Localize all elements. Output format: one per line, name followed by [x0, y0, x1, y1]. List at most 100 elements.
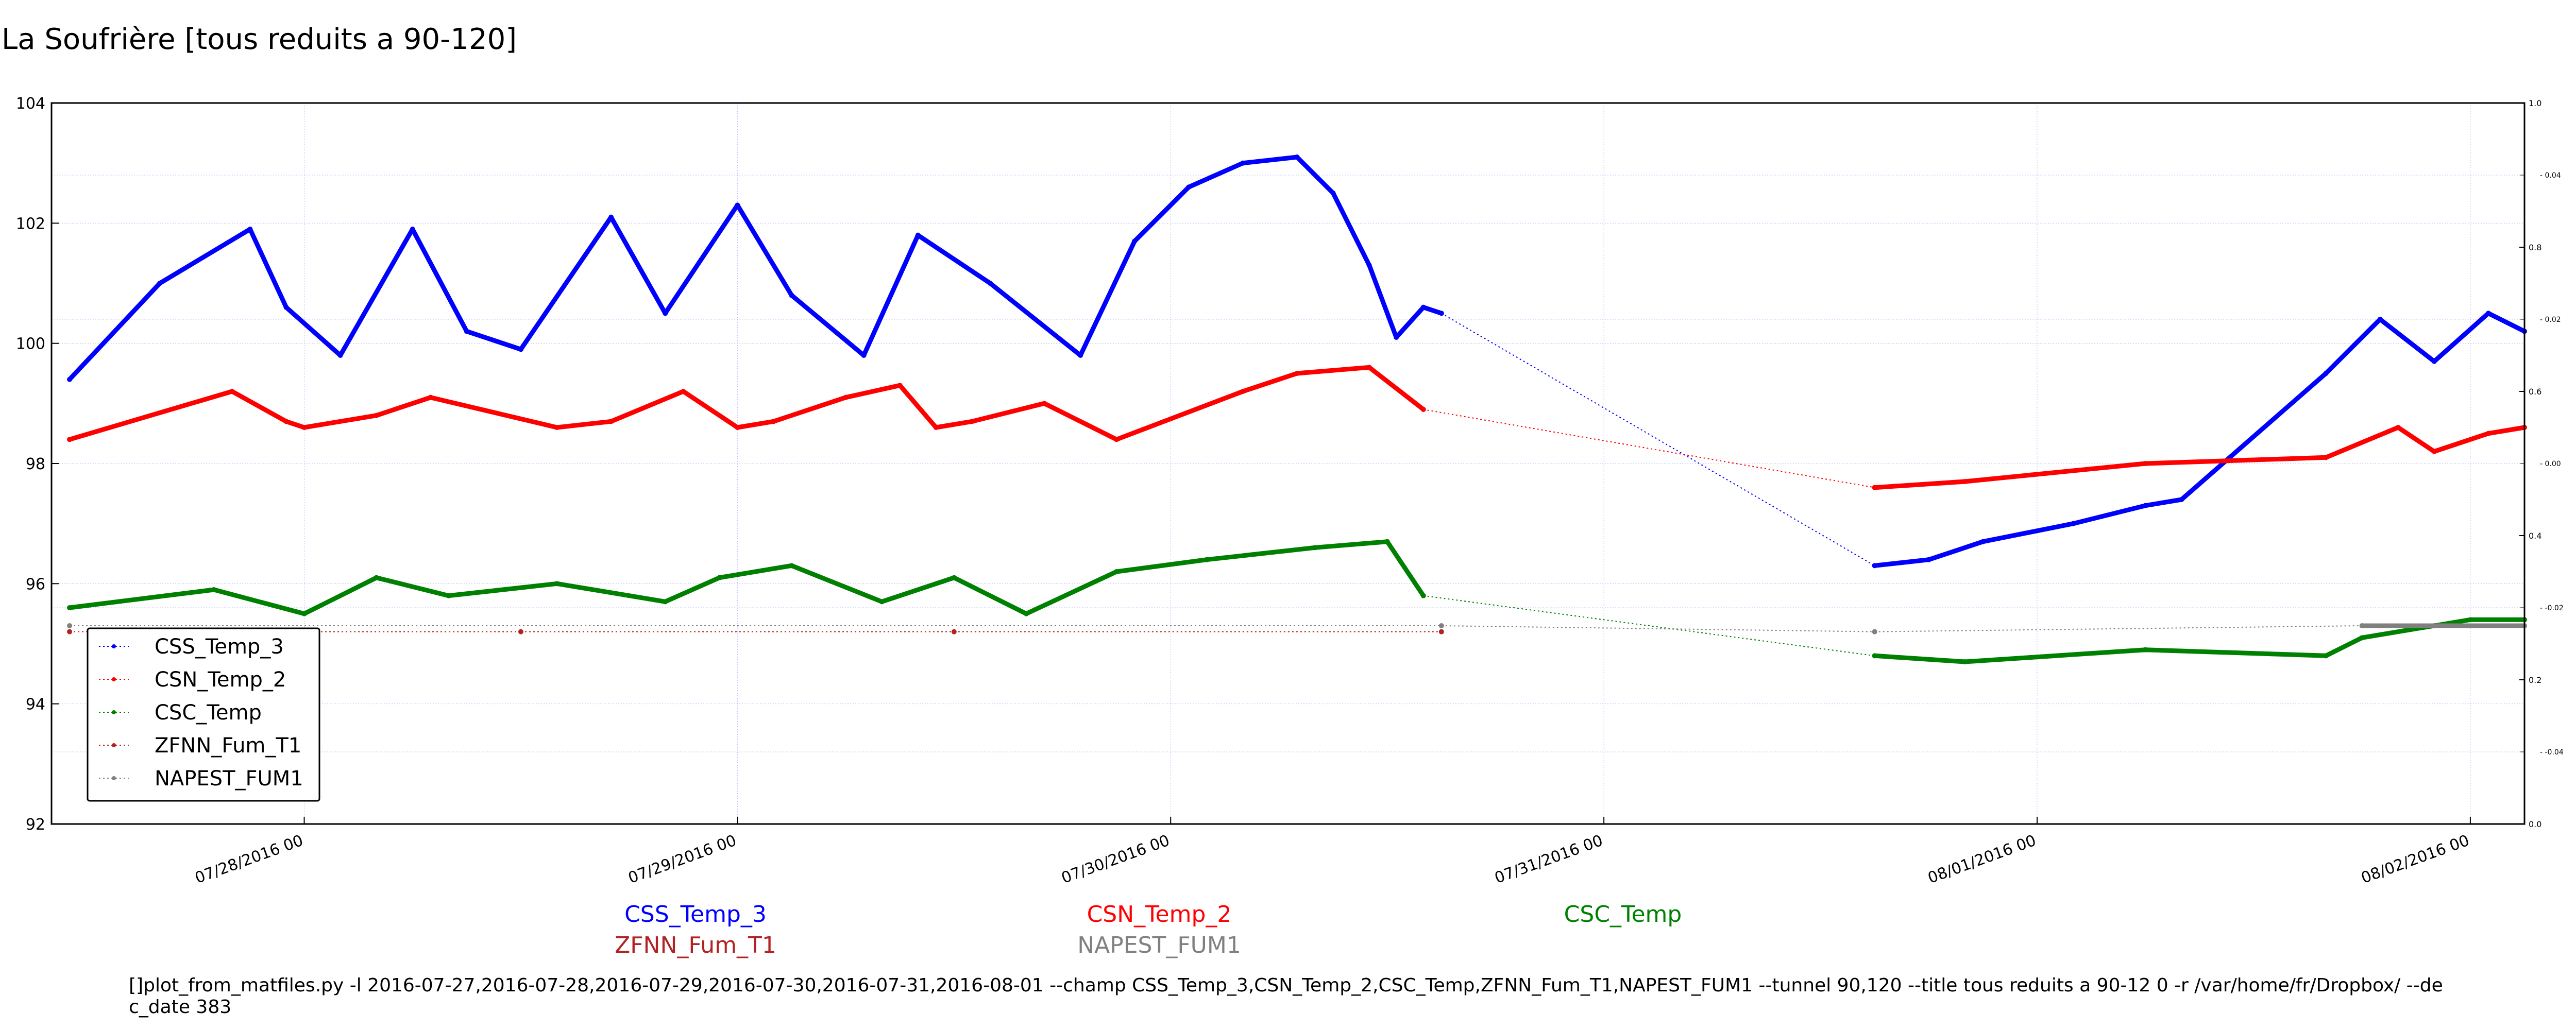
x-tick-label: 07/29/2016 00: [626, 832, 739, 887]
data-point-CSN_Temp_2: [1294, 371, 1300, 376]
right-tick-label: 0.2: [2529, 675, 2541, 685]
data-point-CSN_Temp_2: [897, 383, 903, 388]
data-point-CSC_Temp: [951, 575, 957, 580]
series-line-CSS_Temp_3: [67, 154, 1443, 381]
data-point-NAPEST_FUM1: [1438, 623, 1444, 628]
series-label: CSS_Temp_3: [624, 901, 767, 928]
data-point-CSC_Temp: [446, 593, 451, 598]
data-point-CSS_Temp_3: [2431, 358, 2437, 364]
data-point-NAPEST_FUM1: [67, 623, 73, 628]
series-gap-NAPEST_FUM1: [1441, 625, 1875, 632]
data-point-CSS_Temp_3: [247, 227, 253, 232]
data-point-CSN_Temp_2: [2323, 455, 2329, 460]
data-point-CSN_Temp_2: [735, 425, 740, 430]
right-minor-tick-label: - 0.04: [2540, 171, 2561, 180]
data-point-CSS_Temp_3: [157, 281, 163, 286]
data-point-CSS_Temp_3: [1132, 238, 1138, 244]
data-point-NAPEST_FUM1: [2431, 623, 2437, 628]
x-tick-label: 08/01/2016 00: [1925, 832, 2038, 887]
data-point-CSS_Temp_3: [1438, 311, 1444, 316]
data-point-CSC_Temp: [879, 599, 885, 605]
series-CSN_Temp_2: [67, 365, 2527, 490]
data-point-CSN_Temp_2: [1962, 479, 1968, 484]
data-point-CSS_Temp_3: [2377, 317, 2383, 322]
axes: 92 94 96 98 100 102 104 07/28/2016 00 07/29/2016…: [16, 95, 2564, 887]
data-point-CSN_Temp_2: [374, 413, 379, 418]
data-point-CSS_Temp_3: [2179, 497, 2184, 502]
y-tick-label: 102: [16, 215, 45, 233]
command-line-text: []plot_from_matfiles.py -l 2016-07-27,20…: [129, 975, 2443, 1018]
data-point-CSC_Temp: [2467, 617, 2473, 623]
series-label-block: CSS_Temp_3 CSN_Temp_2 CSC_Temp ZFNN_Fum_T1 N…: [615, 901, 1682, 958]
data-point-CSS_Temp_3: [1926, 557, 1931, 562]
right-minor-tick-label: - 0.00: [2540, 460, 2561, 468]
legend-label: CSS_Temp_3: [155, 635, 284, 659]
data-point-CSN_Temp_2: [771, 419, 776, 424]
y-tick-label: 104: [16, 95, 45, 113]
data-point-CSS_Temp_3: [1420, 304, 1426, 310]
y-tick-label: 98: [26, 455, 45, 473]
data-point-CSS_Temp_3: [1366, 263, 1372, 268]
data-point-CSN_Temp_2: [1042, 401, 1047, 406]
series-gap-CSN_Temp_2: [1423, 409, 1875, 488]
data-point-CSS_Temp_3: [915, 232, 921, 238]
data-point-CSC_Temp: [663, 599, 668, 605]
right-tick-label: 0.6: [2529, 387, 2541, 397]
series-gap-CSS_Temp_3: [1441, 313, 1875, 566]
data-point-CSN_Temp_2: [283, 419, 289, 424]
legend-box: [87, 627, 320, 802]
data-point-CSN_Temp_2: [2395, 425, 2401, 430]
x-tick-label: 07/30/2016 00: [1059, 832, 1172, 887]
data-point-ZFNN_Fum_T1: [67, 629, 73, 634]
series-CSS_Temp_3: [67, 154, 2527, 569]
right-tick-label: 0.8: [2529, 243, 2541, 252]
chart-title: La Soufrière [tous reduits a 90-120]: [2, 23, 517, 56]
data-point-CSN_Temp_2: [301, 425, 307, 430]
data-point-CSS_Temp_3: [464, 329, 469, 334]
data-point-CSC_Temp: [1204, 557, 1210, 562]
series-line-CSS_Temp_3: [1874, 311, 2526, 568]
legend-marker: [112, 743, 116, 747]
series-gap-CSC_Temp: [1423, 595, 1875, 657]
series-label: CSC_Temp: [1564, 901, 1682, 928]
x-tick-label: 08/02/2016 00: [2359, 832, 2471, 887]
x-tick-label: 07/28/2016 00: [193, 832, 306, 887]
data-point-CSC_Temp: [2323, 653, 2329, 659]
data-point-CSS_Temp_3: [2485, 311, 2491, 316]
data-point-CSC_Temp: [1962, 659, 1968, 664]
data-point-CSC_Temp: [301, 611, 307, 616]
legend-label: CSN_Temp_2: [155, 668, 286, 692]
legend-marker: [112, 776, 116, 780]
data-point-CSS_Temp_3: [2323, 371, 2329, 376]
data-point-CSN_Temp_2: [1366, 365, 1372, 370]
y-tick-label: 96: [26, 575, 45, 593]
legend: CSS_Temp_3 CSN_Temp_2 CSC_Temp ZFNN_Fum_T1 N…: [87, 627, 320, 802]
data-point-CSS_Temp_3: [789, 293, 794, 298]
data-point-CSS_Temp_3: [1394, 335, 1399, 340]
data-point-CSN_Temp_2: [969, 419, 975, 424]
series-line-CSN_Temp_2: [69, 365, 1425, 442]
data-point-CSC_Temp: [2143, 647, 2148, 653]
data-point-CSC_Temp: [1384, 539, 1390, 544]
data-point-CSN_Temp_2: [428, 394, 433, 400]
series-line-CSC_Temp: [69, 539, 1426, 616]
series-CSC_Temp: [67, 539, 2527, 664]
data-point-CSC_Temp: [1872, 653, 1877, 659]
data-point-CSS_Temp_3: [987, 281, 993, 286]
series-NAPEST_FUM1: [67, 623, 2527, 634]
legend-marker: [112, 677, 116, 681]
data-point-NAPEST_FUM1: [2359, 623, 2365, 628]
data-point-ZFNN_Fum_T1: [951, 629, 957, 634]
data-point-CSN_Temp_2: [681, 389, 686, 394]
data-point-CSC_Temp: [554, 581, 560, 587]
data-point-CSS_Temp_3: [1330, 191, 1336, 196]
data-point-CSC_Temp: [374, 575, 379, 580]
data-point-CSS_Temp_3: [67, 376, 73, 382]
legend-label: ZFNN_Fum_T1: [155, 734, 301, 758]
data-point-CSS_Temp_3: [608, 214, 614, 220]
data-point-CSN_Temp_2: [1420, 407, 1426, 412]
data-point-CSS_Temp_3: [1294, 154, 1300, 160]
right-tick-label: 0.0: [2529, 819, 2541, 829]
data-point-CSN_Temp_2: [1872, 485, 1877, 490]
data-point-CSC_Temp: [211, 587, 217, 592]
